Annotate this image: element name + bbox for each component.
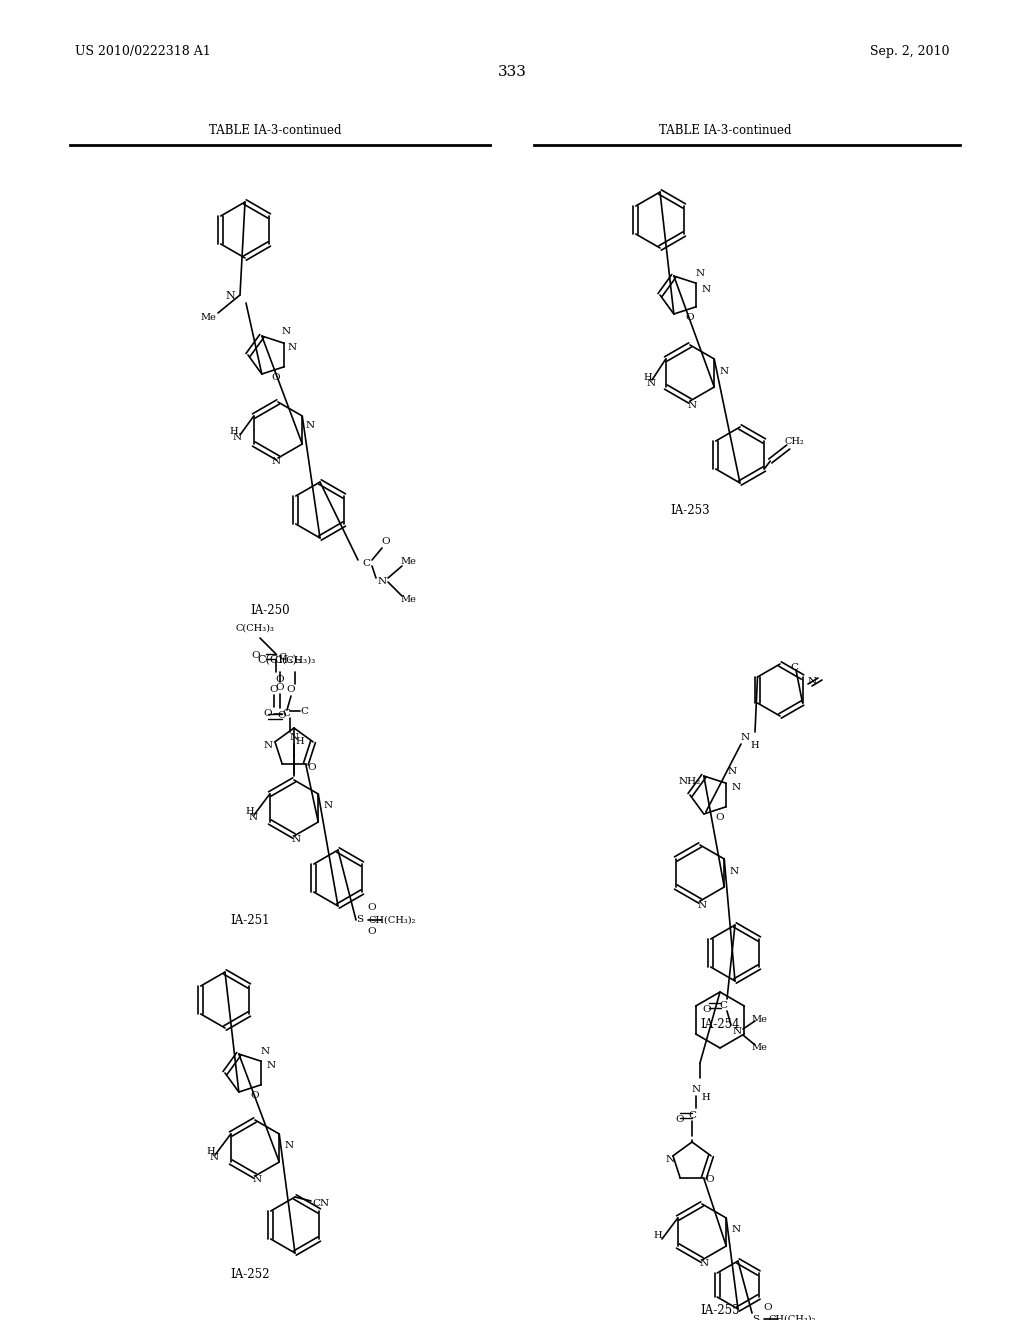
Text: N: N xyxy=(732,1027,741,1035)
Text: N: N xyxy=(695,268,705,277)
Text: NH₂: NH₂ xyxy=(679,776,701,785)
Text: N: N xyxy=(305,421,314,430)
Text: IA-254: IA-254 xyxy=(700,1019,739,1031)
Text: N: N xyxy=(271,458,281,466)
Text: H: H xyxy=(296,738,304,747)
Text: CH(CH₃)₂: CH(CH₃)₂ xyxy=(768,1315,816,1320)
Text: IA-252: IA-252 xyxy=(230,1269,269,1282)
Text: N: N xyxy=(253,1176,261,1184)
Text: CN: CN xyxy=(312,1199,330,1208)
Text: 333: 333 xyxy=(498,65,526,79)
Text: N: N xyxy=(292,836,301,845)
Text: N: N xyxy=(808,677,816,686)
Text: Me: Me xyxy=(400,557,416,566)
Text: O: O xyxy=(702,1005,712,1014)
Text: N: N xyxy=(727,767,736,776)
Text: S: S xyxy=(356,916,364,924)
Text: N: N xyxy=(290,734,299,742)
Text: Me: Me xyxy=(200,313,216,322)
Text: IA-251: IA-251 xyxy=(230,913,269,927)
Text: US 2010/0222318 A1: US 2010/0222318 A1 xyxy=(75,45,211,58)
Text: N: N xyxy=(285,1142,294,1151)
Text: N: N xyxy=(666,1155,675,1164)
Text: O: O xyxy=(264,710,272,718)
Text: TABLE IA-3-continued: TABLE IA-3-continued xyxy=(209,124,341,136)
Text: N: N xyxy=(731,783,740,792)
Text: H: H xyxy=(751,742,760,751)
Text: N: N xyxy=(729,866,738,875)
Text: C: C xyxy=(300,706,308,715)
Text: C: C xyxy=(790,664,798,672)
Text: H: H xyxy=(653,1232,662,1241)
Text: O: O xyxy=(275,676,285,685)
Text: N: N xyxy=(740,734,750,742)
Text: O: O xyxy=(706,1176,715,1184)
Text: CH₂: CH₂ xyxy=(784,437,804,446)
Text: O: O xyxy=(368,928,376,936)
Text: O: O xyxy=(269,685,279,693)
Text: N: N xyxy=(701,285,711,293)
Text: N: N xyxy=(249,813,258,822)
Text: O: O xyxy=(271,372,281,381)
Text: O: O xyxy=(368,903,376,912)
Text: C: C xyxy=(719,1001,727,1010)
Text: C: C xyxy=(362,560,370,569)
Text: C: C xyxy=(278,653,286,663)
Text: N: N xyxy=(687,400,696,409)
Text: N: N xyxy=(324,801,333,810)
Text: CH(CH₃)₂: CH(CH₃)₂ xyxy=(369,916,416,924)
Text: O: O xyxy=(251,1090,259,1100)
Text: N: N xyxy=(720,367,728,375)
Text: N: N xyxy=(691,1085,700,1094)
Text: N: N xyxy=(647,379,656,388)
Text: IA-250: IA-250 xyxy=(250,603,290,616)
Text: N: N xyxy=(282,326,291,335)
Text: O: O xyxy=(278,710,287,719)
Text: N: N xyxy=(378,578,387,586)
Text: S: S xyxy=(753,1315,760,1320)
Text: O: O xyxy=(686,313,694,322)
Text: O: O xyxy=(287,685,295,694)
Text: Me: Me xyxy=(751,1043,767,1052)
Text: Me: Me xyxy=(400,595,416,605)
Text: H: H xyxy=(643,372,652,381)
Text: O: O xyxy=(382,537,390,546)
Text: N: N xyxy=(263,742,272,751)
Text: IA-253: IA-253 xyxy=(670,503,710,516)
Text: N: N xyxy=(699,1259,709,1269)
Text: N: N xyxy=(232,433,242,442)
Text: O: O xyxy=(716,813,724,821)
Text: C: C xyxy=(282,710,290,718)
Text: Me: Me xyxy=(751,1015,767,1023)
Text: N: N xyxy=(210,1154,219,1163)
Text: C(CH₃)₃: C(CH₃)₃ xyxy=(236,623,274,632)
Text: IA-255: IA-255 xyxy=(700,1304,739,1316)
Text: H: H xyxy=(246,808,254,817)
Text: O: O xyxy=(307,763,316,772)
Text: N: N xyxy=(288,342,297,351)
Text: H: H xyxy=(701,1093,711,1102)
Text: N: N xyxy=(225,290,234,301)
Text: O: O xyxy=(764,1303,772,1312)
Text: C(CH₃)₃: C(CH₃)₃ xyxy=(258,655,302,665)
Text: C: C xyxy=(688,1110,696,1119)
Text: O: O xyxy=(275,684,285,693)
Text: TABLE IA-3-continued: TABLE IA-3-continued xyxy=(658,124,792,136)
Text: O: O xyxy=(676,1115,684,1125)
Text: N: N xyxy=(260,1047,269,1056)
Text: N: N xyxy=(266,1060,275,1069)
Text: N: N xyxy=(697,900,707,909)
Text: H: H xyxy=(229,428,238,437)
Text: Sep. 2, 2010: Sep. 2, 2010 xyxy=(870,45,950,58)
Text: C(CH₃)₃: C(CH₃)₃ xyxy=(274,656,315,664)
Text: N: N xyxy=(731,1225,740,1234)
Text: H: H xyxy=(207,1147,215,1156)
Text: O: O xyxy=(251,652,260,660)
